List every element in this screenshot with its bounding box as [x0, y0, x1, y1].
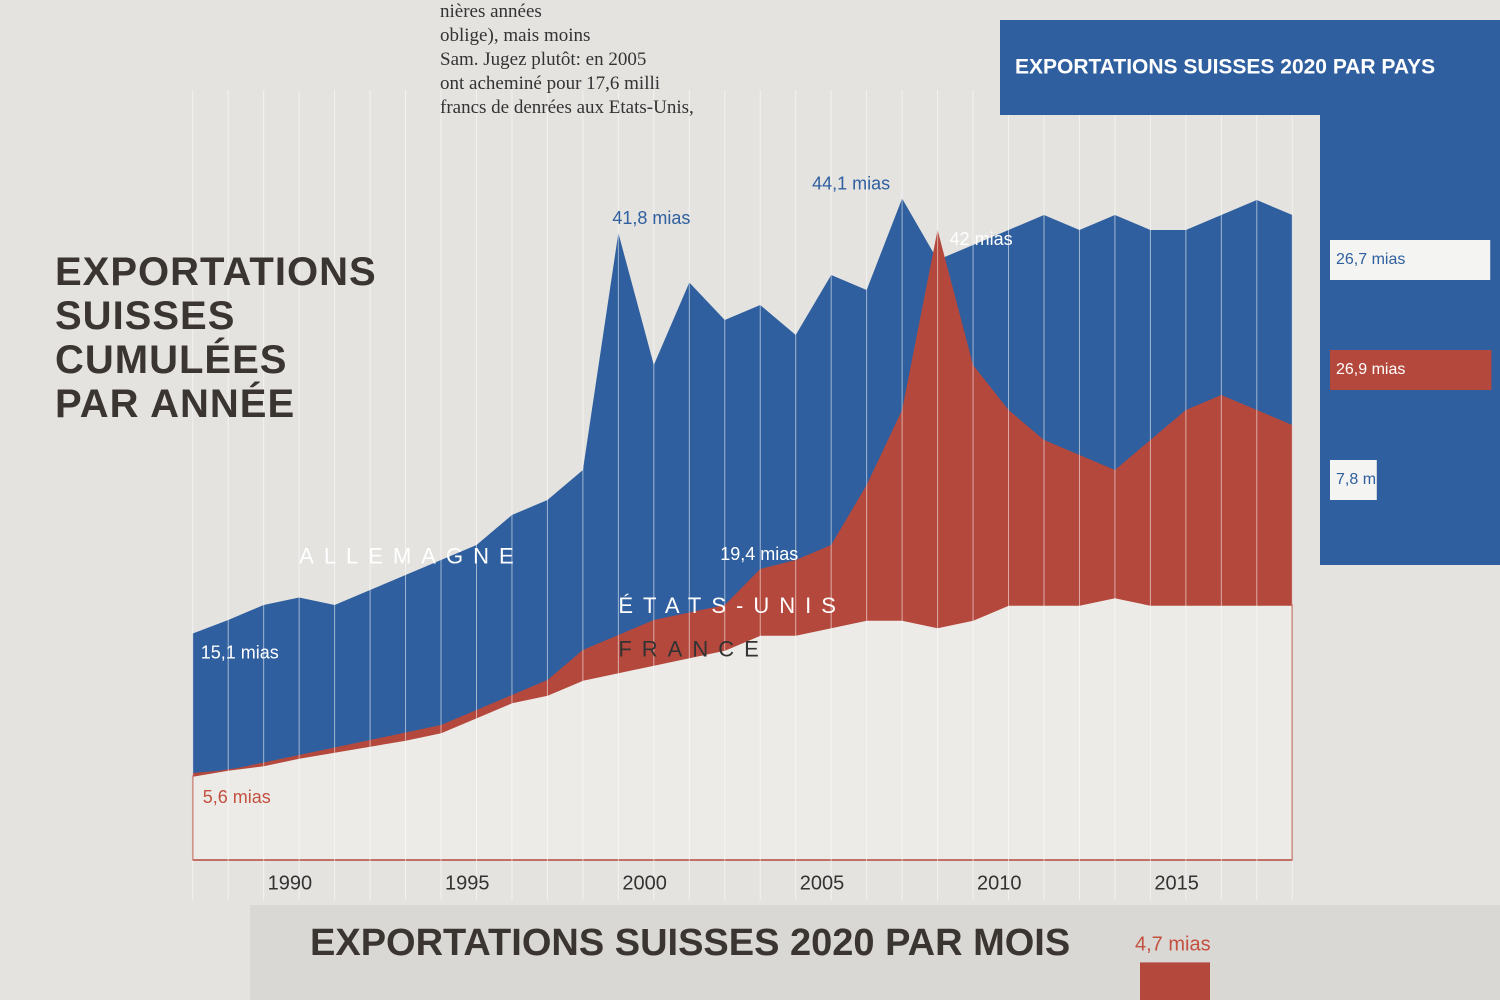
x-tick-label: 1995: [445, 872, 490, 894]
bar: [1330, 350, 1492, 390]
text-line: Sam. Jugez plutôt: en 2005: [440, 49, 647, 70]
chart-title: EXPORTATIONS SUISSES CUMULÉES PAR ANNÉE: [55, 250, 377, 426]
value-label: 4,7 mias: [1135, 933, 1211, 955]
annotation: 44,1 mias: [812, 173, 890, 193]
annotation: 15,1 mias: [201, 642, 279, 662]
series-label: ÉTATS-UNIS: [618, 593, 846, 618]
text-line: francs de denrées aux Etats-Unis,: [440, 97, 694, 118]
x-tick-label: 2010: [977, 872, 1022, 894]
value-label: 26,9 mias: [1336, 361, 1405, 378]
panel: [1000, 20, 1500, 115]
annotation: 5,6 mias: [203, 787, 271, 807]
value-label: 7,8 mias: [1336, 471, 1396, 488]
panel-title: EXPORTATIONS SUISSES 2020 PAR PAYS: [1015, 56, 1435, 79]
annotation: 41,8 mias: [612, 208, 690, 228]
x-tick-label: 2000: [622, 872, 667, 894]
bar: [1330, 460, 1377, 500]
category-label: FRANCE: [1340, 529, 1415, 549]
bar: [1140, 962, 1210, 1000]
series-label: FRANCE: [618, 636, 768, 661]
series-label: ALLEMAGNE: [299, 543, 524, 568]
value-label: 26,7 mias: [1336, 251, 1405, 268]
x-tick-label: 2005: [800, 872, 845, 894]
text-line: nières années: [440, 1, 542, 22]
x-tick-label: 2015: [1154, 872, 1199, 894]
text-line: ont acheminé pour 17,6 milli: [440, 73, 661, 94]
x-tick-label: 1990: [268, 872, 313, 894]
panel: [250, 905, 1500, 1000]
annotation: 19,4 mias: [720, 544, 798, 564]
bar: [1330, 240, 1491, 280]
article-text: nières années oblige), mais moins Sam. Jug…: [440, 0, 694, 120]
annotation: 42 mias: [950, 229, 1013, 249]
text-line: oblige), mais moins: [440, 25, 591, 46]
panel-title: EXPORTATIONS SUISSES 2020 PAR MOIS: [310, 922, 1070, 964]
